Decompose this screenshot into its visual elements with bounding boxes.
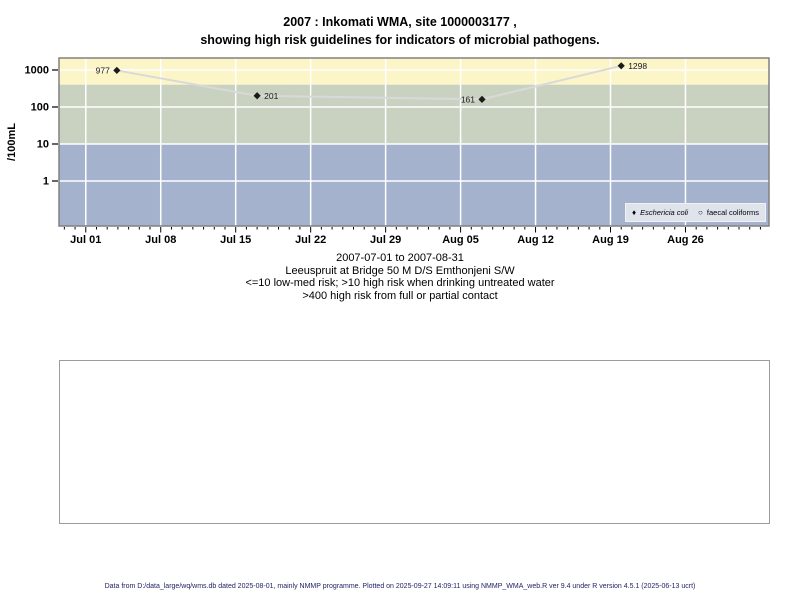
x-tick-label: Aug 26 [667,234,704,246]
band-high-risk-drinking-untreated [59,84,769,144]
filled-diamond-icon: ♦ [632,207,637,217]
legend-label-ecoli: Eschericia coli [640,208,689,217]
x-tick-label: Jul 22 [295,234,326,246]
y-tick-label: 10 [37,138,49,150]
y-axis-title: /100mL [4,58,20,226]
caption-risk-line2: >400 high risk from full or partial cont… [302,289,498,302]
y-axis-title-text: /100mL [6,123,19,161]
empty-second-panel [59,360,770,524]
chart-caption: 2007-07-01 to 2007-08-31 Leeuspruit at B… [0,252,800,302]
point-value-label: 977 [96,65,110,75]
x-tick-label: Aug 05 [442,234,479,246]
x-tick-label: Aug 19 [592,234,629,246]
point-value-label: 1298 [628,61,647,71]
legend-label-faecal-coliforms: faecal coliforms [706,208,759,217]
y-tick-label: 1000 [25,64,49,76]
chart-plot-area: 977 201 161 1298 1 10 100 1000 Jul 01 Jul 08 Jul 1… [25,57,770,246]
caption-site-name: Leeuspruit at Bridge 50 M D/S Emthonjeni… [285,264,515,277]
legend-item-faecal-coliforms: ○ faecal coliforms [698,208,759,217]
caption-risk-line1: <=10 low-med risk; >10 high risk when dr… [245,277,555,289]
chart-legend: ♦ Eschericia coli ○ faecal coliforms [625,203,766,222]
ecoli-series-line [116,64,622,101]
x-tick-label: Jul 15 [220,234,251,246]
ecoli-point-marker [113,66,121,74]
x-tick-label: Aug 12 [517,234,554,246]
point-value-label: 161 [461,94,475,104]
point-value-label: 201 [264,91,278,101]
footer-provenance-text: Data from D:/data_large/wq/wms.db dated … [104,583,696,590]
chart-title: 2007 : Inkomati WMA, site 1000003177 , s… [0,13,800,49]
ecoli-point-marker [478,95,486,103]
chart-panel: 977 201 161 1298 1 10 100 1000 Jul 01 Jul 08 Jul 1… [25,57,770,246]
x-tick-label: Jul 29 [370,234,401,246]
band-high-risk-full-partial-contact [59,57,769,85]
x-tick-label: Jul 01 [70,234,101,246]
y-tick-label: 100 [31,101,49,113]
chart-title-line2: showing high risk guidelines for indicat… [200,33,600,47]
legend-item-ecoli: ♦ Eschericia coli [632,208,688,217]
open-circle-icon: ○ [698,207,703,217]
x-tick-label: Jul 08 [145,234,176,246]
panel-border [58,57,770,227]
chart-title-line1: 2007 : Inkomati WMA, site 1000003177 , [283,15,517,29]
caption-date-range: 2007-07-01 to 2007-08-31 [336,252,464,264]
y-tick-label: 1 [43,176,49,188]
